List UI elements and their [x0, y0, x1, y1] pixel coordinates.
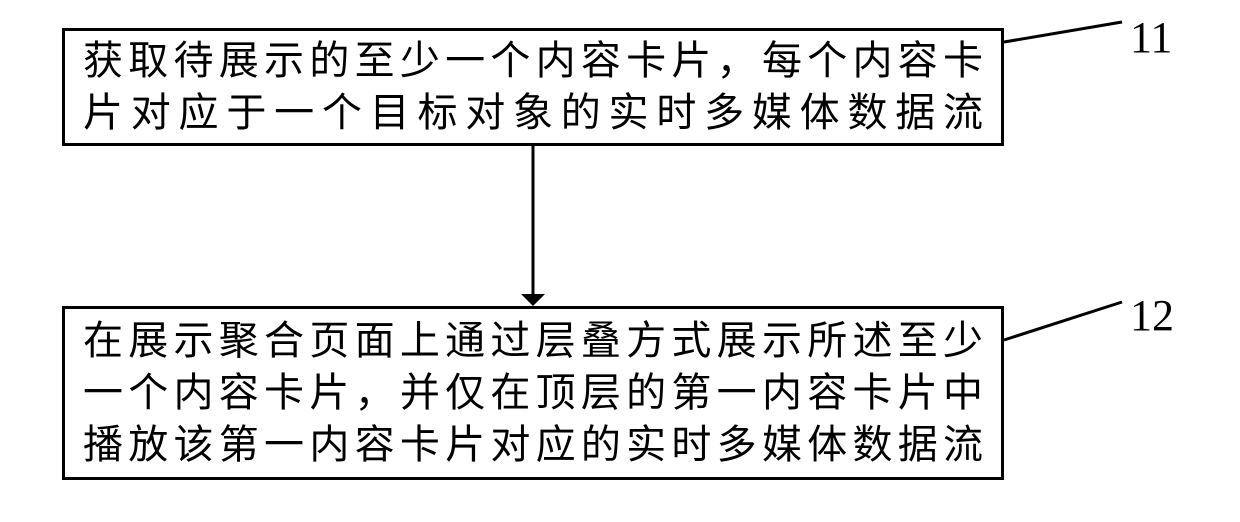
flow-step-2-line-3: 播放该第一内容卡片对应的实时多媒体数据流 [83, 419, 983, 471]
flow-step-1: 获取待展示的至少一个内容卡片，每个内容卡 片对应于一个目标对象的实时多媒体数据流 [62, 28, 1004, 146]
step-number-11: 11 [1130, 12, 1172, 63]
flow-step-2-line-2: 一个内容卡片，并仅在顶层的第一内容卡片中 [83, 367, 983, 419]
flow-step-1-line-2: 片对应于一个目标对象的实时多媒体数据流 [83, 87, 983, 139]
flow-step-1-line-1: 获取待展示的至少一个内容卡片，每个内容卡 [83, 35, 983, 87]
step-number-12: 12 [1130, 290, 1174, 341]
flowchart-canvas: { "canvas": { "width": 1240, "height": 5… [0, 0, 1240, 522]
flow-step-2: 在展示聚合页面上通过层叠方式展示所述至少 一个内容卡片，并仅在顶层的第一内容卡片… [62, 306, 1004, 480]
flow-step-2-line-1: 在展示聚合页面上通过层叠方式展示所述至少 [83, 315, 983, 367]
